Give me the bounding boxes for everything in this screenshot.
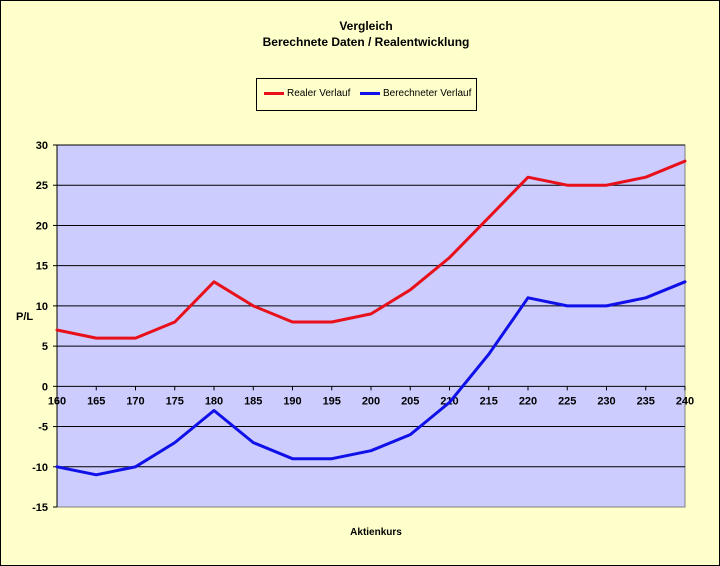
y-tick-label: 0: [42, 381, 48, 393]
y-tick-label: 15: [36, 261, 48, 273]
series-line-calculated: [55, 280, 687, 477]
legend-label-real: Realer Verlauf: [287, 88, 351, 99]
x-tick-label: 215: [480, 395, 498, 407]
x-tick-label: 180: [205, 395, 223, 407]
tick-labels: 30 25 20 15 10 5 0 -5 -10 -15 160 165 170 175 180 185 19…: [32, 140, 694, 514]
x-tick-label: 185: [244, 395, 262, 407]
x-tick-label: 225: [558, 395, 576, 407]
x-tick-label: 165: [87, 395, 105, 407]
series-lines: [55, 159, 687, 477]
chart-title-block: Vergleich Berechnete Daten / Realentwick…: [0, 18, 720, 50]
x-tick-label: 230: [597, 395, 615, 407]
x-tick-label: 220: [519, 395, 537, 407]
legend-item-calculated: Berechneter Verlauf: [360, 88, 471, 99]
y-tick-label: -10: [32, 462, 48, 474]
x-tick-label: 170: [126, 395, 144, 407]
axes: [53, 144, 686, 508]
x-tick-label: 160: [48, 395, 66, 407]
chart-title: Vergleich: [339, 19, 393, 33]
legend-swatch-calculated: [360, 92, 380, 95]
x-tick-label: 240: [676, 395, 694, 407]
y-tick-label: 10: [36, 301, 48, 313]
x-tick-label: 235: [637, 395, 655, 407]
y-tick-label: 5: [42, 341, 48, 353]
x-tick-label: 200: [362, 395, 380, 407]
chart-subtitle: Berechnete Daten / Realentwicklung: [262, 35, 470, 49]
y-tick-label: -15: [32, 502, 48, 514]
x-tick-label: 190: [283, 395, 301, 407]
y-tick-label: -5: [38, 422, 48, 434]
y-axis-label: P/L: [16, 311, 33, 323]
x-axis-label: Aktienkurs: [350, 527, 402, 538]
series-line-real: [55, 159, 687, 340]
legend-label-calculated: Berechneter Verlauf: [383, 88, 472, 99]
y-tick-label: 30: [36, 140, 48, 152]
legend-swatch-real: [264, 92, 284, 95]
y-tick-label: 25: [36, 180, 48, 192]
legend-item-real: Realer Verlauf: [264, 88, 350, 99]
x-tick-label: 195: [323, 395, 341, 407]
x-tick-label: 175: [166, 395, 184, 407]
y-tick-label: 20: [36, 220, 48, 232]
plot-area: [56, 144, 686, 508]
x-tick-label: 205: [401, 395, 419, 407]
legend: Realer Verlauf Berechneter Verlauf: [256, 78, 477, 111]
